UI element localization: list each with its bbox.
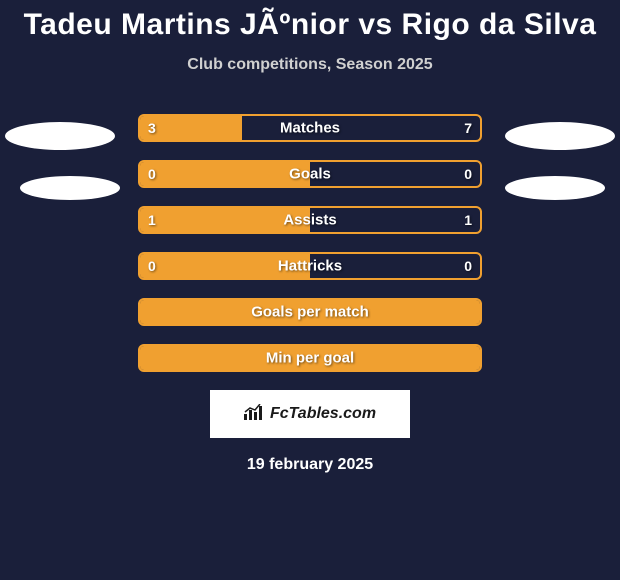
stat-value-left: 0: [148, 258, 156, 274]
comparison-subtitle: Club competitions, Season 2025: [0, 56, 620, 74]
stat-label: Min per goal: [266, 350, 354, 367]
stat-value-right: 0: [464, 166, 472, 182]
stat-bar-track: 1 1 Assists: [138, 206, 482, 234]
stat-value-right: 0: [464, 258, 472, 274]
stat-label: Matches: [280, 120, 340, 137]
comparison-title: Tadeu Martins JÃºnior vs Rigo da Silva: [0, 0, 620, 42]
stat-bar-track: 3 7 Matches: [138, 114, 482, 142]
stat-bar-track: 0 0 Goals: [138, 160, 482, 188]
stat-bar-track: 0 0 Hattricks: [138, 252, 482, 280]
stat-bar-fill-left: [140, 162, 310, 186]
stat-row: 1 1 Assists: [0, 206, 620, 234]
stat-value-left: 0: [148, 166, 156, 182]
chart-icon: [244, 404, 264, 425]
stat-label: Hattricks: [278, 258, 342, 275]
stat-row: Goals per match: [0, 298, 620, 326]
stat-label: Goals: [289, 166, 331, 183]
stat-row: Min per goal: [0, 344, 620, 372]
stats-container: 3 7 Matches 0 0 Goals 1 1 Assists 0 0 Hattricks Goal…: [0, 114, 620, 372]
stat-row: 3 7 Matches: [0, 114, 620, 142]
stat-row: 0 0 Hattricks: [0, 252, 620, 280]
stat-value-left: 1: [148, 212, 156, 228]
stat-bar-track: Goals per match: [138, 298, 482, 326]
stat-value-right: 7: [464, 120, 472, 136]
logo-text: FcTables.com: [270, 405, 376, 423]
stat-label: Assists: [283, 212, 336, 229]
stat-label: Goals per match: [251, 304, 369, 321]
comparison-date: 19 february 2025: [0, 456, 620, 474]
stat-value-left: 3: [148, 120, 156, 136]
stat-value-right: 1: [464, 212, 472, 228]
stat-bar-track: Min per goal: [138, 344, 482, 372]
fctables-logo: FcTables.com: [210, 390, 410, 438]
stat-row: 0 0 Goals: [0, 160, 620, 188]
